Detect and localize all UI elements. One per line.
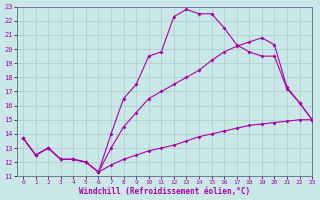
X-axis label: Windchill (Refroidissement éolien,°C): Windchill (Refroidissement éolien,°C) bbox=[79, 187, 250, 196]
